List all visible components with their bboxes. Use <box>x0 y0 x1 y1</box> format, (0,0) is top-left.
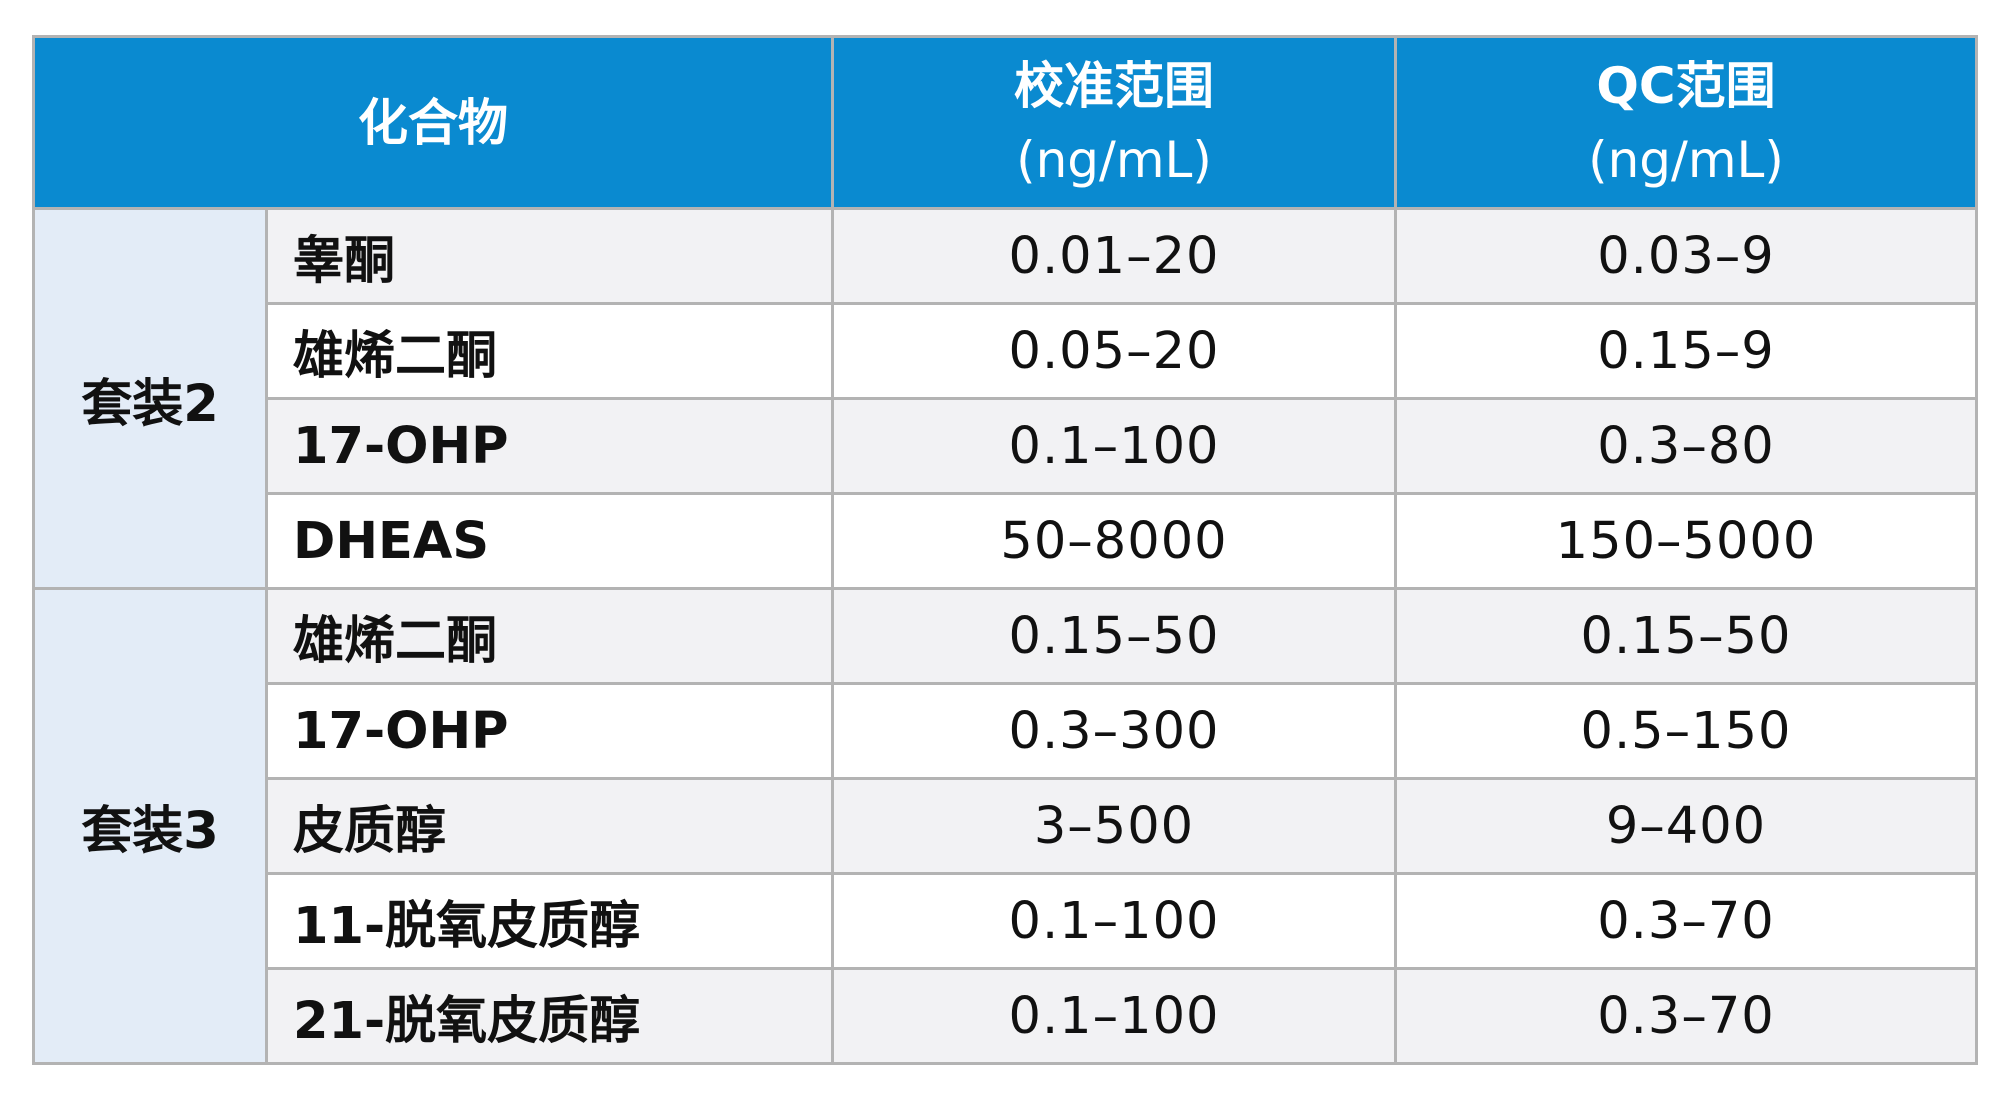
compound-cell: 雄烯二酮 <box>265 302 834 400</box>
kit-label-cell: 套装2 <box>32 207 268 590</box>
calibration-range-cell: 0.1–100 <box>831 397 1397 495</box>
qc-range-cell: 150–5000 <box>1394 492 1978 590</box>
calibration-range-cell: 3–500 <box>831 777 1397 875</box>
qc-range-cell: 9–400 <box>1394 777 1978 875</box>
calibration-header-unit: (ng/mL) <box>1016 130 1212 189</box>
compound-cell: 皮质醇 <box>265 777 834 875</box>
calibration-range-cell: 0.1–100 <box>831 967 1397 1065</box>
compound-cell: 17-OHP <box>265 682 834 780</box>
compound-cell: 21-脱氧皮质醇 <box>265 967 834 1065</box>
compound-cell: 17-OHP <box>265 397 834 495</box>
compound-column-header: 化合物 <box>32 35 834 210</box>
calibration-qc-table: 化合物 校准范围 (ng/mL) QC范围 (ng/mL) 套装2 睾酮 0.0… <box>32 35 1978 1065</box>
table-row: 21-脱氧皮质醇 0.1–100 0.3–70 <box>34 967 1978 1065</box>
compound-cell: 11-脱氧皮质醇 <box>265 872 834 970</box>
compound-cell: 睾酮 <box>265 207 834 305</box>
calibration-range-cell: 0.01–20 <box>831 207 1397 305</box>
table-row: 套装2 睾酮 0.01–20 0.03–9 <box>32 207 1978 590</box>
compound-header-label: 化合物 <box>358 93 508 152</box>
qc-header-unit: (ng/mL) <box>1588 130 1784 189</box>
calibration-range-cell: 50–8000 <box>831 492 1397 590</box>
kit-label-cell: 套装3 <box>32 587 268 1065</box>
table-row: 雄烯二酮 0.05–20 0.15–9 <box>34 302 1978 400</box>
calibration-range-cell: 0.1–100 <box>831 872 1397 970</box>
qc-range-cell: 0.3–70 <box>1394 872 1978 970</box>
qc-range-column-header: QC范围 (ng/mL) <box>1394 35 1978 210</box>
compound-cell: 雄烯二酮 <box>265 587 834 685</box>
calibration-range-cell: 0.15–50 <box>831 587 1397 685</box>
calibration-range-cell: 0.05–20 <box>831 302 1397 400</box>
qc-range-cell: 0.15–50 <box>1394 587 1978 685</box>
calibration-range-cell: 0.3–300 <box>831 682 1397 780</box>
qc-range-cell: 0.3–70 <box>1394 967 1978 1065</box>
table-row: 皮质醇 3–500 9–400 <box>34 777 1978 875</box>
calibration-header-title: 校准范围 <box>1014 56 1214 115</box>
table-header-row: 化合物 校准范围 (ng/mL) QC范围 (ng/mL) <box>32 35 1978 210</box>
qc-range-cell: 0.15–9 <box>1394 302 1978 400</box>
qc-range-cell: 0.3–80 <box>1394 397 1978 495</box>
calibration-range-column-header: 校准范围 (ng/mL) <box>831 35 1397 210</box>
compound-cell: DHEAS <box>265 492 834 590</box>
table-row: 17-OHP 0.1–100 0.3–80 <box>34 397 1978 495</box>
table-row: DHEAS 50–8000 150–5000 <box>34 492 1978 590</box>
qc-range-cell: 0.03–9 <box>1394 207 1978 305</box>
qc-range-cell: 0.5–150 <box>1394 682 1978 780</box>
table-row: 套装3 雄烯二酮 0.15–50 0.15–50 <box>32 587 1978 1065</box>
table-row: 17-OHP 0.3–300 0.5–150 <box>34 682 1978 780</box>
qc-header-title: QC范围 <box>1596 56 1776 115</box>
table-row: 11-脱氧皮质醇 0.1–100 0.3–70 <box>34 872 1978 970</box>
